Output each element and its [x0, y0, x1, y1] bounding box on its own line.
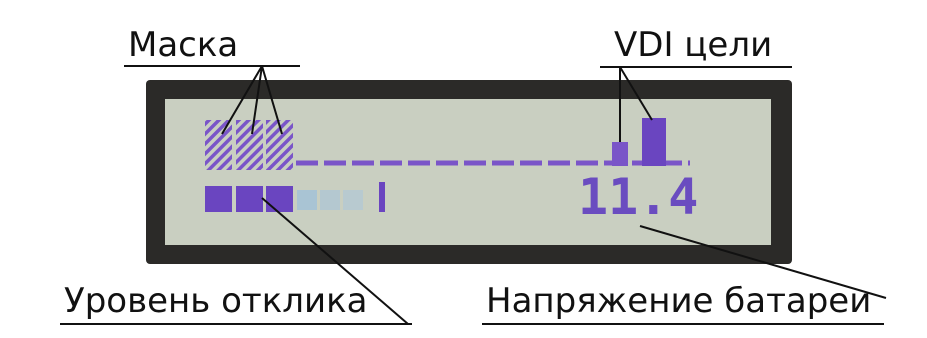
label-response: Уровень отклика	[64, 281, 367, 321]
label-battery: Напряжение батареи	[486, 281, 871, 321]
label-vdi: VDI цели	[614, 25, 772, 65]
label-mask: Маска	[128, 25, 238, 65]
annotated-lcd: 11.4 Маска VDI цели Уровень отклика Напр…	[0, 0, 927, 338]
vdi-bar	[642, 118, 666, 166]
vdi-bar	[612, 142, 628, 166]
battery-voltage: 11.4	[578, 168, 698, 226]
